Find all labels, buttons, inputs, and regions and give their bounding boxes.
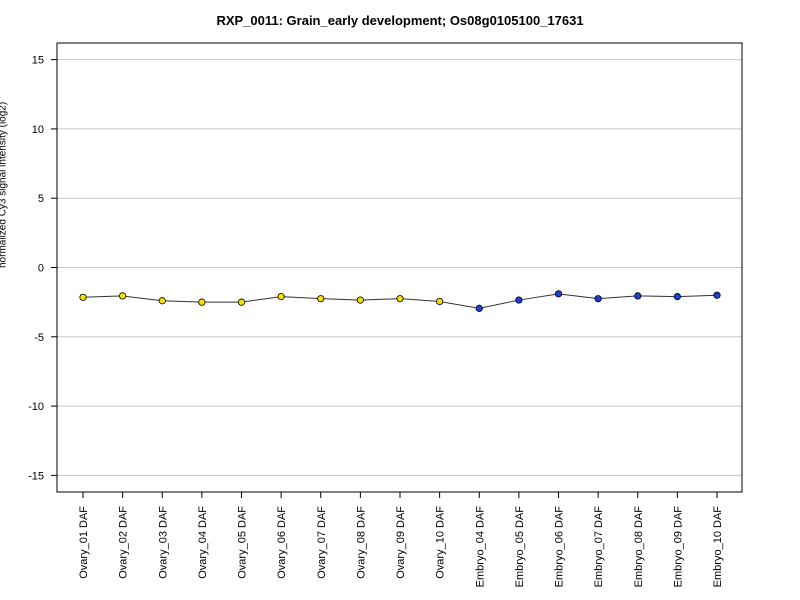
y-tick: 10 (32, 124, 57, 136)
x-tick-label: Ovary_10 DAF (435, 506, 447, 579)
x-tick: Embryo_07 DAF (593, 492, 605, 587)
x-tick-label: Ovary_02 DAF (118, 506, 130, 579)
x-tick: Embryo_09 DAF (672, 492, 684, 587)
data-point (475, 304, 483, 312)
x-tick-label: Embryo_10 DAF (712, 506, 724, 588)
x-tick: Embryo_10 DAF (712, 492, 724, 587)
x-tick: Ovary_10 DAF (435, 492, 447, 579)
data-point (79, 293, 87, 301)
data-point (554, 290, 563, 298)
data-point (237, 298, 246, 306)
x-tick: Ovary_05 DAF (237, 492, 249, 579)
y-tick: 5 (38, 193, 57, 205)
x-tick: Embryo_04 DAF (474, 492, 486, 587)
y-tick: 15 (32, 55, 57, 67)
x-axis: Ovary_01 DAF Ovary_02 DAF Ovary_03 DAF Ovar… (78, 492, 724, 587)
x-tick-label: Embryo_06 DAF (554, 506, 566, 588)
x-tick: Ovary_04 DAF (197, 492, 209, 579)
data-point (317, 295, 325, 303)
data-point (158, 297, 166, 305)
x-tick-label: Ovary_06 DAF (276, 506, 288, 579)
x-tick-label: Embryo_09 DAF (672, 506, 684, 588)
x-tick-label: Ovary_03 DAF (157, 506, 169, 579)
data-point (356, 296, 364, 304)
x-tick-label: Ovary_07 DAF (316, 506, 328, 579)
data-point (673, 293, 681, 301)
y-tick-label: 5 (38, 193, 44, 205)
y-tick: -10 (28, 401, 57, 413)
x-tick: Ovary_01 DAF (78, 492, 90, 579)
x-tick: Ovary_09 DAF (395, 492, 407, 579)
x-tick-label: Embryo_08 DAF (633, 506, 645, 588)
x-tick-label: Embryo_05 DAF (514, 506, 526, 588)
data-point (277, 293, 285, 301)
data-point (119, 292, 127, 300)
data-point (396, 295, 404, 303)
x-tick: Ovary_02 DAF (118, 492, 130, 579)
y-tick-label: -10 (28, 401, 44, 413)
series-layer (79, 290, 721, 312)
y-tick: -5 (34, 332, 57, 344)
x-tick-label: Ovary_05 DAF (237, 506, 249, 579)
x-tick: Ovary_03 DAF (157, 492, 169, 579)
x-tick-label: Embryo_04 DAF (474, 506, 486, 588)
x-tick-label: Ovary_01 DAF (78, 506, 90, 579)
data-point (634, 292, 642, 300)
data-point (594, 295, 602, 303)
x-tick: Embryo_05 DAF (514, 492, 526, 587)
x-tick-label: Ovary_08 DAF (355, 506, 367, 579)
x-tick-label: Ovary_04 DAF (197, 506, 209, 579)
y-tick-label: 15 (32, 55, 44, 67)
y-axis: -15 -10 -5 0 5 10 15 (28, 55, 57, 482)
x-tick: Ovary_06 DAF (276, 492, 288, 579)
y-tick: 0 (38, 263, 57, 275)
x-tick: Embryo_06 DAF (554, 492, 566, 587)
gridlines (57, 59, 742, 476)
data-point (436, 297, 444, 306)
y-tick-label: -15 (28, 470, 44, 482)
chart-title: RXP_0011: Grain_early development; Os08g… (216, 13, 584, 28)
data-point (515, 296, 523, 304)
x-tick: Ovary_07 DAF (316, 492, 328, 579)
x-tick-label: Embryo_07 DAF (593, 506, 605, 588)
y-tick-label: -5 (34, 332, 44, 344)
y-tick-label: 10 (32, 124, 44, 136)
data-point (713, 291, 721, 299)
x-tick: Embryo_08 DAF (633, 492, 645, 587)
y-tick-label: 0 (38, 263, 44, 275)
y-tick: -15 (28, 470, 57, 482)
x-tick: Ovary_08 DAF (355, 492, 367, 579)
x-tick-label: Ovary_09 DAF (395, 506, 407, 579)
data-point (198, 298, 206, 306)
